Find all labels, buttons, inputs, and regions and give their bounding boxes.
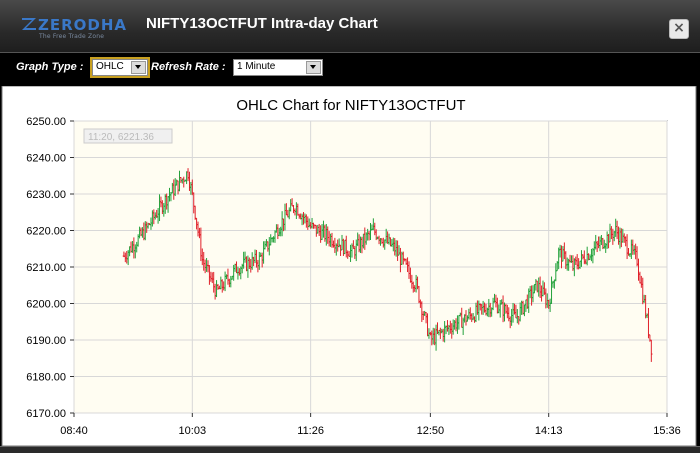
y-tick-label: 6230.00 xyxy=(26,189,66,201)
x-tick-label: 08:40 xyxy=(60,425,88,437)
crosshair-readout: 11:20, 6221.36 xyxy=(88,132,154,143)
refresh-rate-select[interactable]: 1 Minute xyxy=(233,59,323,76)
graph-type-select[interactable]: OHLC xyxy=(90,57,150,78)
y-tick-label: 6180.00 xyxy=(26,372,66,384)
y-axis: 6170.00 6180.00 6190.00 6200.00 6210.00 6220.… xyxy=(26,116,74,420)
refresh-rate-label: Refresh Rate : xyxy=(151,61,226,73)
close-button[interactable]: × xyxy=(669,19,689,39)
x-tick-label: 14:13 xyxy=(535,425,563,437)
chevron-down-icon[interactable] xyxy=(306,61,321,74)
zerodha-logo: ZERODHA The Free Trade Zone xyxy=(22,14,132,40)
x-tick-label: 10:03 xyxy=(179,425,207,437)
y-tick-label: 6170.00 xyxy=(26,408,66,420)
y-tick-label: 6220.00 xyxy=(26,226,66,238)
x-tick-label: 11:26 xyxy=(297,425,324,437)
window-titlebar: ZERODHA The Free Trade Zone NIFTY13OCTFU… xyxy=(0,0,700,53)
y-tick-label: 6250.00 xyxy=(26,116,66,128)
chart-controls: Graph Type : OHLC Refresh Rate : 1 Minut… xyxy=(0,53,700,79)
refresh-rate-value: 1 Minute xyxy=(237,61,276,72)
x-axis: 08:40 10:03 11:26 12:50 14:13 15:36 xyxy=(60,413,681,437)
chart-title: OHLC Chart for NIFTY13OCTFUT xyxy=(236,97,465,114)
window-bottom-edge xyxy=(0,446,700,453)
chevron-down-icon[interactable] xyxy=(131,61,146,74)
y-tick-label: 6240.00 xyxy=(26,153,66,165)
y-tick-label: 6190.00 xyxy=(26,335,66,347)
crosshair-readout-box xyxy=(83,128,173,144)
window-title: NIFTY13OCTFUT Intra-day Chart xyxy=(146,15,378,32)
logo-tagline: The Free Trade Zone xyxy=(39,33,105,40)
x-tick-label: 15:36 xyxy=(653,425,681,437)
x-tick-label: 12:50 xyxy=(417,425,445,437)
ohlc-series xyxy=(122,168,653,362)
graph-type-label: Graph Type : xyxy=(16,61,84,73)
logo-mark-icon xyxy=(22,18,36,30)
y-tick-label: 6210.00 xyxy=(26,262,66,274)
ohlc-chart[interactable]: OHLC Chart for NIFTY13OCTFUT 6170.00 6180… xyxy=(0,86,700,446)
logo-text: ZERODHA xyxy=(38,16,128,34)
graph-type-value: OHLC xyxy=(96,61,124,72)
y-tick-label: 6200.00 xyxy=(26,299,66,311)
